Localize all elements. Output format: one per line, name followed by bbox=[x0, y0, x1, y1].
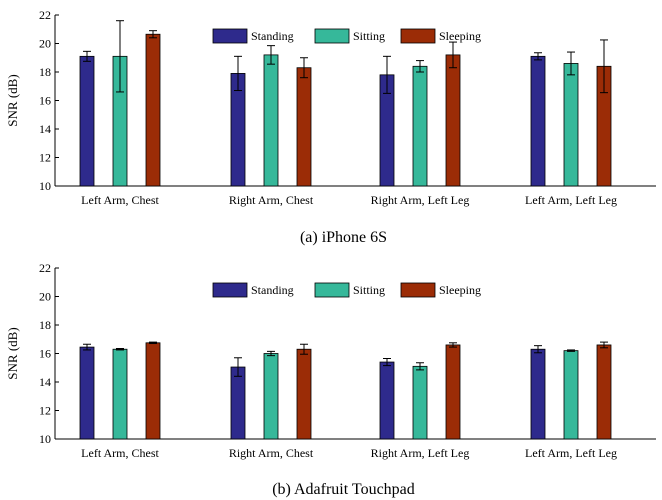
legend: Standing Sitting Sleeping bbox=[212, 282, 481, 298]
error-bar-sitting-3 bbox=[416, 60, 424, 73]
legend: Standing Sitting Sleeping bbox=[212, 28, 481, 44]
y-tick-label: 12 bbox=[39, 404, 51, 418]
legend-label-sitting: Sitting bbox=[353, 29, 385, 43]
bar-standing-4 bbox=[530, 348, 546, 440]
category-label-4: Left Arm, Left Leg bbox=[525, 193, 617, 207]
category-label-1: Left Arm, Chest bbox=[81, 193, 159, 207]
chart-caption: (b) Adafruit Touchpad bbox=[272, 481, 415, 498]
y-tick-label: 18 bbox=[39, 65, 51, 79]
error-bar-sleeping-2 bbox=[300, 57, 308, 79]
error-bar-sleeping-3 bbox=[449, 41, 457, 69]
bar-sleeping-3 bbox=[445, 54, 461, 187]
bar-sitting-2 bbox=[263, 353, 279, 440]
legend-swatch-sitting bbox=[314, 28, 350, 44]
bar-standing-3 bbox=[379, 361, 395, 440]
error-bar-sleeping-1 bbox=[149, 341, 157, 345]
category-label-1: Left Arm, Chest bbox=[81, 446, 159, 460]
error-bar-sleeping-4 bbox=[600, 39, 608, 94]
legend-swatch-standing bbox=[212, 28, 248, 44]
category-label-2: Right Arm, Chest bbox=[229, 193, 314, 207]
bar-sleeping-4 bbox=[596, 344, 612, 440]
bar-sleeping-1 bbox=[145, 342, 161, 440]
y-axis-label: SNR (dB) bbox=[5, 327, 20, 379]
y-tick-label: 22 bbox=[39, 8, 51, 22]
y-tick-label: 12 bbox=[39, 151, 51, 165]
chart-2: 10 12 14 16 18 20 22 SNR (dB) Left Arm, Chest Rig… bbox=[5, 261, 656, 498]
bar-sleeping-2 bbox=[296, 348, 312, 440]
error-bar-standing-1 bbox=[83, 343, 91, 351]
y-tick-label: 18 bbox=[39, 318, 51, 332]
bar-sleeping-2 bbox=[296, 67, 312, 187]
bar-standing-4 bbox=[530, 55, 546, 187]
y-tick-label: 10 bbox=[39, 179, 51, 193]
category-label-2: Right Arm, Chest bbox=[229, 446, 314, 460]
error-bar-sitting-4 bbox=[567, 349, 575, 352]
category-label-3: Right Arm, Left Leg bbox=[371, 193, 470, 207]
error-bar-standing-2 bbox=[234, 55, 242, 92]
bar-standing-2 bbox=[230, 366, 246, 440]
legend-swatch-sitting bbox=[314, 282, 350, 298]
category-label-4: Left Arm, Left Leg bbox=[525, 446, 617, 460]
y-tick-label: 20 bbox=[39, 290, 51, 304]
bar-sitting-3 bbox=[412, 65, 428, 187]
y-tick-label: 14 bbox=[39, 375, 51, 389]
legend-label-standing: Standing bbox=[251, 29, 294, 43]
error-bar-standing-4 bbox=[534, 52, 542, 61]
bar-sitting-3 bbox=[412, 365, 428, 440]
y-tick-label: 16 bbox=[39, 94, 51, 108]
y-axis-label: SNR (dB) bbox=[5, 74, 20, 126]
error-bar-sleeping-4 bbox=[600, 341, 608, 349]
bar-sitting-4 bbox=[563, 63, 579, 187]
error-bar-sleeping-1 bbox=[149, 30, 157, 39]
error-bar-sitting-3 bbox=[416, 362, 424, 371]
legend-swatch-standing bbox=[212, 282, 248, 298]
bar-standing-1 bbox=[79, 55, 95, 187]
error-bar-sleeping-3 bbox=[449, 342, 457, 348]
y-tick-label: 22 bbox=[39, 261, 51, 275]
legend-label-sleeping: Sleeping bbox=[439, 283, 481, 297]
bar-sitting-1 bbox=[112, 348, 128, 440]
error-bar-sitting-4 bbox=[567, 51, 575, 76]
y-tick-label: 16 bbox=[39, 347, 51, 361]
bar-sitting-4 bbox=[563, 350, 579, 440]
category-label-3: Right Arm, Left Leg bbox=[371, 446, 470, 460]
error-bar-sitting-2 bbox=[267, 350, 275, 357]
error-bar-standing-3 bbox=[383, 55, 391, 94]
legend-swatch-sleeping bbox=[400, 28, 436, 44]
bar-standing-1 bbox=[79, 346, 95, 440]
legend-label-standing: Standing bbox=[251, 283, 294, 297]
error-bar-sitting-2 bbox=[267, 45, 275, 65]
legend-label-sitting: Sitting bbox=[353, 283, 385, 297]
error-bar-standing-2 bbox=[234, 357, 242, 377]
legend-swatch-sleeping bbox=[400, 282, 436, 298]
bar-sleeping-3 bbox=[445, 344, 461, 440]
legend-label-sleeping: Sleeping bbox=[439, 29, 481, 43]
chart-caption: (a) iPhone 6S bbox=[300, 229, 387, 246]
error-bar-standing-1 bbox=[83, 50, 91, 62]
bar-sleeping-1 bbox=[145, 33, 161, 187]
error-bar-sitting-1 bbox=[116, 348, 124, 351]
error-bar-standing-4 bbox=[534, 345, 542, 354]
y-tick-label: 14 bbox=[39, 122, 51, 136]
error-bar-sitting-1 bbox=[116, 20, 124, 93]
error-bar-sleeping-2 bbox=[300, 343, 308, 355]
bar-sitting-2 bbox=[263, 54, 279, 187]
error-bar-standing-3 bbox=[383, 357, 391, 367]
y-tick-label: 10 bbox=[39, 432, 51, 446]
chart-1: 10 12 14 16 18 20 22 SNR (dB) Left Arm, Chest Rig… bbox=[5, 8, 656, 246]
y-tick-label: 20 bbox=[39, 37, 51, 51]
